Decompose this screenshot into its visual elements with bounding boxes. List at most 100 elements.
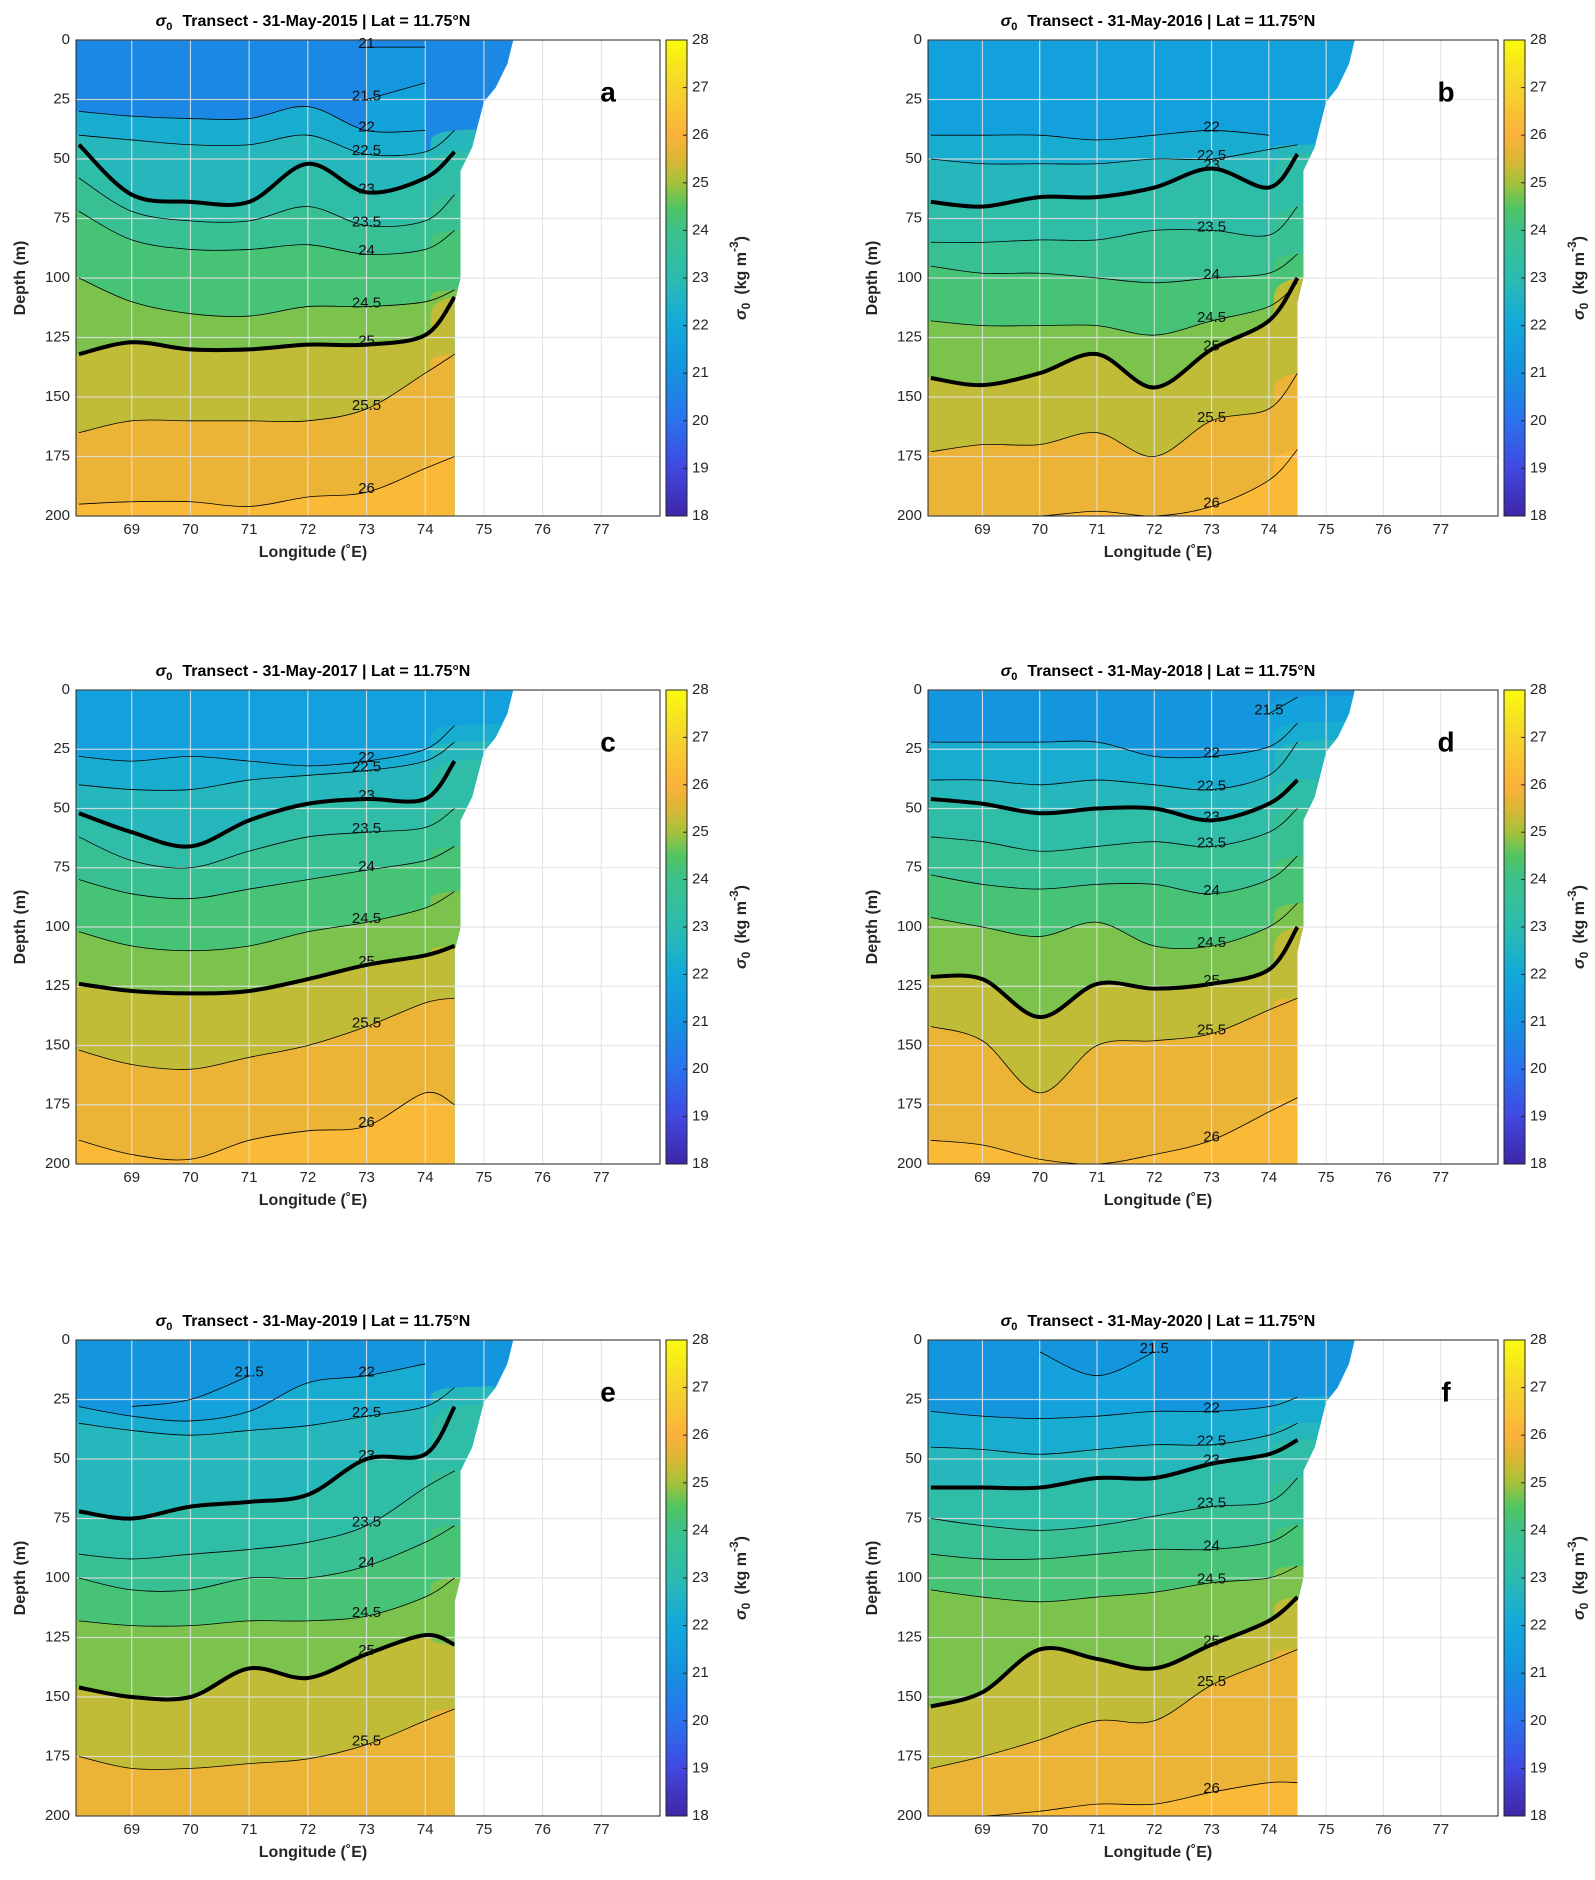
x-tick-label: 69 xyxy=(974,1821,991,1838)
colorbar-tick-label: 18 xyxy=(692,1155,709,1172)
x-tick-label: 74 xyxy=(1261,521,1278,538)
colorbar-tick-label: 28 xyxy=(692,31,709,48)
x-tick-label: 70 xyxy=(182,1169,199,1186)
contour-line xyxy=(78,1363,426,1422)
contour-label: 25.5 xyxy=(1197,1022,1226,1039)
x-tick-label: 73 xyxy=(358,521,375,538)
contours xyxy=(930,130,1300,516)
contour-label: 23 xyxy=(1203,156,1220,173)
colorbar-tick-label: 19 xyxy=(692,459,709,476)
contour-label: 23 xyxy=(1203,1452,1220,1469)
colorbar-tick-label: 22 xyxy=(692,965,709,982)
colorbar-label: σ0 (kg m-3) xyxy=(1565,1536,1591,1620)
x-tick-label: 73 xyxy=(358,1169,375,1186)
x-tick-label: 72 xyxy=(299,1821,316,1838)
colorbar-tick-label: 24 xyxy=(692,871,709,888)
colorbar-tick-label: 22 xyxy=(1530,1617,1547,1634)
x-axis-label: Longitude (˚E) xyxy=(259,1192,367,1209)
colorbar-label: σ0 (kg m-3) xyxy=(1565,236,1591,320)
contour-label: 23.5 xyxy=(1197,218,1226,235)
contour-label: 25 xyxy=(358,1642,375,1659)
y-tick-label: 100 xyxy=(897,918,922,935)
colorbar-tick-label: 24 xyxy=(1530,221,1547,238)
colorbar-label-unit: (kg m xyxy=(1571,1552,1588,1595)
contour-line xyxy=(930,1565,1298,1603)
contour-line xyxy=(930,722,1298,759)
colorbar-tick-label: 22 xyxy=(692,317,709,334)
colorbar-tick-label: 22 xyxy=(1530,317,1547,334)
y-tick-label: 50 xyxy=(905,799,922,816)
colorbar-tick-label: 18 xyxy=(692,1807,709,1824)
chart-title: σ0 Transect - 31-May-2017 | Lat = 11.75°N xyxy=(156,663,471,683)
y-axis-label: Depth (m) xyxy=(12,241,29,316)
contour-label: 24.5 xyxy=(1197,934,1226,951)
colorbar-tick-label: 27 xyxy=(692,79,709,96)
y-tick-label: 125 xyxy=(897,1628,922,1645)
panel: 21 21.5 22 22.5 23 23.5 24 24.5 25 25.5 26 69 70 71 72… xyxy=(12,13,753,561)
colorbar-tick-label: 19 xyxy=(1530,1108,1547,1125)
panel: 21.5 22 22.5 23 23.5 24 24.5 25 25.5 69 70 71 72 73 74… xyxy=(12,1313,753,1861)
title-symbol: σ xyxy=(1001,663,1013,680)
colorbar-tick-label: 28 xyxy=(1530,681,1547,698)
y-tick-label: 175 xyxy=(45,1747,70,1764)
contour-line xyxy=(930,1649,1298,1769)
contour-label: 22 xyxy=(1203,118,1220,135)
contour-label: 24.5 xyxy=(352,910,381,927)
y-tick-label: 0 xyxy=(914,681,922,698)
contour-line xyxy=(1039,1351,1155,1377)
y-tick-label: 125 xyxy=(897,977,922,994)
x-tick-label: 72 xyxy=(299,521,316,538)
contour-line xyxy=(78,1525,455,1592)
colorbar-label-superscript: -3 xyxy=(1565,241,1579,252)
contour-line xyxy=(930,372,1298,457)
colorbar-label-unit: (kg m xyxy=(733,252,750,295)
contour-label: 24.5 xyxy=(1197,1571,1226,1588)
y-tick-label: 150 xyxy=(897,1688,922,1705)
contour-label: 24.5 xyxy=(1197,309,1226,326)
y-axis-label: Depth (m) xyxy=(12,890,29,965)
title-symbol: σ xyxy=(156,1313,168,1330)
x-tick-label: 70 xyxy=(182,521,199,538)
colorbar-label-close: ) xyxy=(1571,885,1588,890)
colorbar-tick-label: 23 xyxy=(692,1569,709,1586)
panel-letter: a xyxy=(600,76,616,107)
x-tick-label: 76 xyxy=(534,1821,551,1838)
x-axis-label: Longitude (˚E) xyxy=(1104,544,1212,561)
contour-line xyxy=(78,130,455,157)
contour-label: 21.5 xyxy=(1254,702,1283,719)
colorbar-tick-label: 26 xyxy=(692,126,709,143)
x-tick-label: 75 xyxy=(476,1821,493,1838)
colorbar-label-symbol: σ xyxy=(1571,957,1588,969)
contour-label: 21.5 xyxy=(352,87,381,104)
y-tick-label: 75 xyxy=(53,209,70,226)
contour-line xyxy=(78,846,455,900)
contour-line xyxy=(930,855,1298,895)
x-tick-label: 72 xyxy=(1146,1821,1163,1838)
contour-label: 23.5 xyxy=(352,1514,381,1531)
panel-letter: e xyxy=(600,1376,616,1407)
colorbar-tick-label: 23 xyxy=(1530,269,1547,286)
colorbar-tick-label: 24 xyxy=(1530,1521,1547,1538)
colorbar-label-superscript: -3 xyxy=(727,241,741,252)
x-axis-label: Longitude (˚E) xyxy=(1104,1844,1212,1861)
contour-line xyxy=(930,1438,1299,1491)
contour-line xyxy=(930,902,1298,950)
contour-line xyxy=(930,741,1298,791)
y-tick-label: 50 xyxy=(905,1450,922,1467)
colorbar-tick-label: 26 xyxy=(1530,126,1547,143)
colorbar-tick-label: 20 xyxy=(692,1712,709,1729)
y-tick-label: 50 xyxy=(53,1450,70,1467)
x-tick-label: 70 xyxy=(1031,521,1048,538)
axes-box xyxy=(75,39,661,517)
contour-label: 26 xyxy=(358,1114,375,1131)
x-tick-label: 71 xyxy=(241,1169,258,1186)
contour-line xyxy=(78,177,455,228)
x-tick-label: 77 xyxy=(593,521,610,538)
colorbar-label: σ0 (kg m-3) xyxy=(1565,885,1591,969)
contour-label: 25.5 xyxy=(352,397,381,414)
x-tick-label: 75 xyxy=(1318,1169,1335,1186)
contour-label: 25 xyxy=(1203,337,1220,354)
x-tick-label: 72 xyxy=(1146,521,1163,538)
colorbar-label-symbol: σ xyxy=(733,308,750,320)
